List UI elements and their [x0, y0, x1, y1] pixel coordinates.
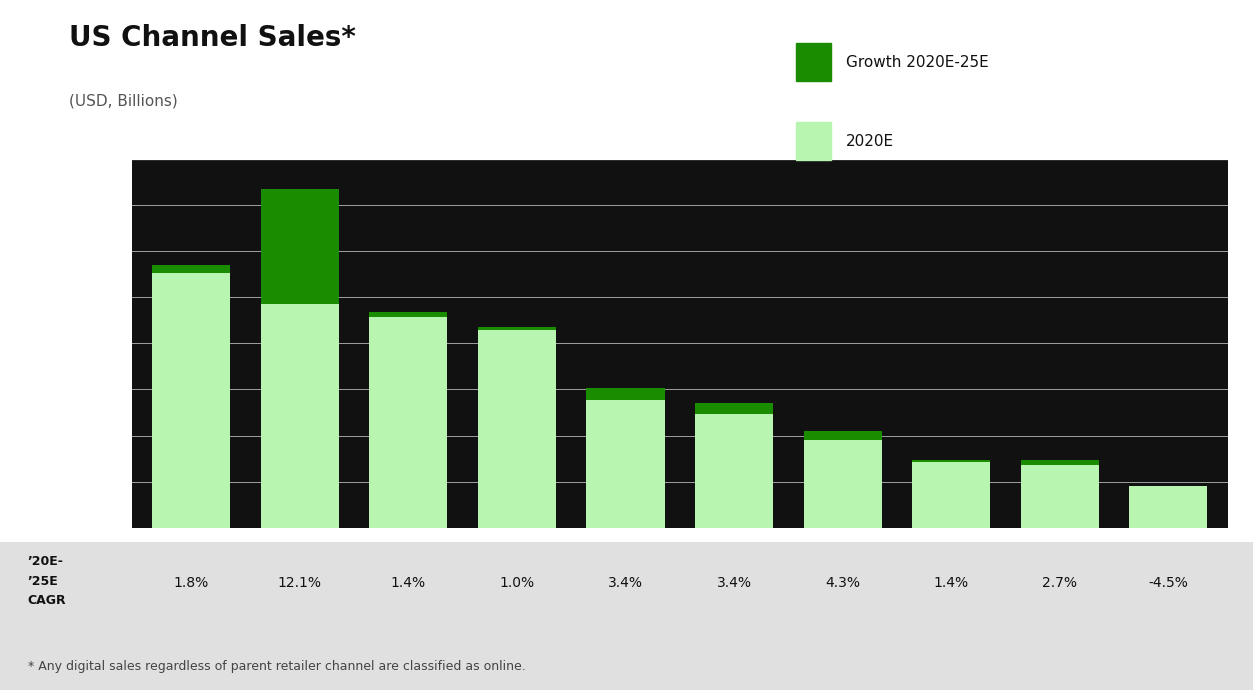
Bar [695, 403, 773, 413]
Bar [1021, 460, 1099, 464]
Bar [370, 317, 447, 528]
Text: (USD, Billions): (USD, Billions) [69, 93, 178, 108]
Text: 1.8%: 1.8% [174, 576, 209, 590]
Text: ’20E-: ’20E- [28, 555, 64, 569]
Bar [1021, 464, 1099, 528]
Bar [370, 312, 447, 317]
Bar [912, 462, 990, 528]
Text: 3.4%: 3.4% [717, 576, 752, 590]
Text: 1.0%: 1.0% [500, 576, 535, 590]
Text: 12.1%: 12.1% [278, 576, 322, 590]
Text: 2020E: 2020E [846, 134, 893, 149]
Bar [477, 330, 556, 528]
Bar [586, 400, 664, 528]
Text: 3.4%: 3.4% [608, 576, 643, 590]
Text: US Channel Sales*: US Channel Sales* [69, 24, 356, 52]
Bar [1129, 486, 1208, 528]
Bar [695, 413, 773, 528]
Text: 1.4%: 1.4% [933, 576, 969, 590]
Text: 4.3%: 4.3% [824, 576, 860, 590]
Text: CAGR: CAGR [28, 594, 66, 607]
Bar [586, 388, 664, 400]
Bar [803, 440, 882, 528]
Bar [261, 304, 338, 528]
Bar [152, 265, 231, 273]
Text: Growth 2020E-25E: Growth 2020E-25E [846, 55, 989, 70]
Text: ’25E: ’25E [28, 575, 59, 588]
Text: -4.5%: -4.5% [1148, 576, 1188, 590]
Text: * Any digital sales regardless of parent retailer channel are classified as onli: * Any digital sales regardless of parent… [28, 660, 525, 673]
Text: 2.7%: 2.7% [1042, 576, 1078, 590]
Text: 1.4%: 1.4% [391, 576, 426, 590]
Bar [261, 190, 338, 304]
Bar [152, 273, 231, 528]
Bar [803, 431, 882, 440]
Bar [912, 460, 990, 462]
Bar [477, 326, 556, 330]
